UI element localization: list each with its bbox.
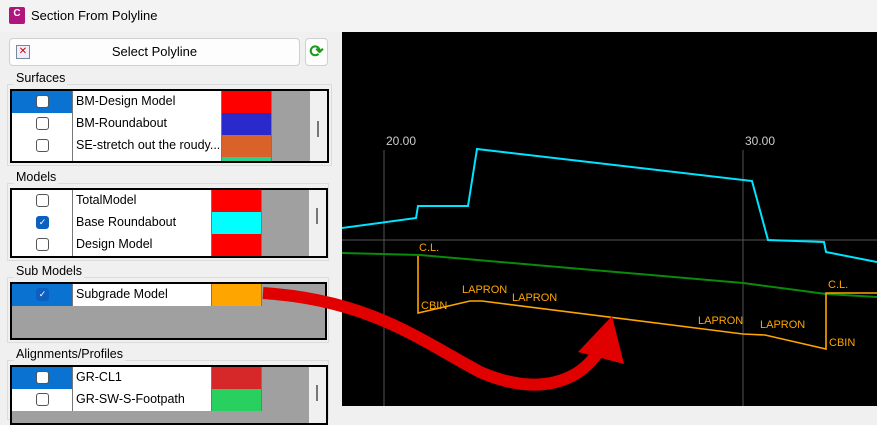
scrollbar[interactable]: [310, 91, 327, 161]
submodels-list[interactable]: ✓ Subgrade Model: [10, 282, 327, 340]
item-name: SE-stretch out the roudy...: [73, 135, 222, 157]
item-name: BM-Design Model: [73, 91, 222, 113]
checkbox-cell[interactable]: [12, 135, 73, 157]
color-swatch[interactable]: [222, 113, 272, 135]
checkbox-cell[interactable]: [12, 367, 73, 389]
polyline-select-icon: ✕: [16, 45, 30, 59]
list-row[interactable]: SE-stretch out the roudy...: [12, 135, 272, 157]
checkbox-cell[interactable]: [12, 113, 73, 135]
checkbox-cell[interactable]: [12, 91, 73, 113]
models-group: [7, 183, 329, 261]
cbin-label: CBIN: [829, 337, 855, 349]
item-name: [73, 157, 222, 161]
list-row[interactable]: BM-Design Model: [12, 91, 272, 113]
checkbox-cell[interactable]: [12, 190, 73, 212]
scrollbar-thumb[interactable]: [317, 121, 319, 137]
lapron-label: LAPRON: [462, 284, 507, 296]
checkbox[interactable]: ✓: [36, 216, 49, 229]
select-polyline-label: Select Polyline: [111, 44, 198, 59]
checkbox[interactable]: [36, 139, 49, 152]
cl-label: C.L.: [828, 279, 848, 291]
models-list[interactable]: TotalModel ✓ Base Roundabout Design Mode…: [10, 188, 328, 258]
color-swatch[interactable]: [212, 234, 262, 256]
color-swatch[interactable]: [212, 212, 262, 234]
list-row[interactable]: GR-SW-S-Footpath: [12, 389, 262, 411]
title-bar: C Section From Polyline: [0, 0, 877, 32]
station-label: 20.00: [386, 134, 416, 148]
submodels-label: Sub Models: [14, 264, 85, 278]
color-swatch[interactable]: [222, 91, 272, 113]
checkbox-cell[interactable]: [12, 234, 73, 256]
checkbox[interactable]: [36, 238, 49, 251]
color-swatch[interactable]: [212, 284, 262, 306]
color-swatch[interactable]: [212, 367, 262, 389]
checkbox[interactable]: [36, 194, 49, 207]
scrollbar-thumb[interactable]: [316, 208, 318, 224]
surfaces-group: [7, 84, 332, 166]
item-name: BM-Roundabout: [73, 113, 222, 135]
lapron-label: LAPRON: [698, 315, 743, 327]
scrollbar[interactable]: [309, 367, 326, 423]
item-name: TotalModel: [73, 190, 212, 212]
item-name: Subgrade Model: [73, 284, 212, 306]
item-name: GR-SW-S-Footpath: [73, 389, 212, 411]
list-row[interactable]: BM-Roundabout: [12, 113, 272, 135]
checkbox[interactable]: [36, 393, 49, 406]
lapron-label: LAPRON: [512, 292, 557, 304]
refresh-button[interactable]: ⟳: [305, 38, 328, 66]
select-polyline-button[interactable]: ✕ Select Polyline: [9, 38, 300, 66]
color-swatch[interactable]: [222, 157, 272, 161]
color-swatch[interactable]: [222, 135, 272, 157]
list-row[interactable]: [12, 157, 272, 163]
list-row[interactable]: TotalModel: [12, 190, 262, 212]
color-swatch[interactable]: [212, 190, 262, 212]
window-title: Section From Polyline: [31, 8, 158, 23]
checkbox[interactable]: [36, 95, 49, 108]
checkbox[interactable]: [36, 161, 49, 163]
subgrade-line: [417, 256, 877, 351]
checkbox-cell[interactable]: [12, 157, 73, 163]
alignments-list[interactable]: GR-CL1 GR-SW-S-Footpath: [10, 365, 328, 425]
app-icon: C: [9, 7, 25, 24]
list-row[interactable]: ✓ Base Roundabout: [12, 212, 262, 234]
checkbox[interactable]: ✓: [36, 288, 49, 301]
checkbox[interactable]: [36, 371, 49, 384]
surface-line: [341, 147, 877, 263]
item-name: GR-CL1: [73, 367, 212, 389]
item-name: Base Roundabout: [73, 212, 212, 234]
cl-label: C.L.: [419, 242, 439, 254]
alignments-label: Alignments/Profiles: [14, 347, 125, 361]
surfaces-label: Surfaces: [14, 71, 68, 85]
color-swatch[interactable]: [212, 389, 262, 411]
checkbox-cell[interactable]: ✓: [12, 212, 73, 234]
lapron-label: LAPRON: [760, 319, 805, 331]
scrollbar[interactable]: [309, 190, 326, 256]
checkbox-cell[interactable]: [12, 389, 73, 411]
refresh-icon: ⟳: [309, 42, 324, 61]
list-row[interactable]: Design Model: [12, 234, 262, 256]
item-name: Design Model: [73, 234, 212, 256]
list-row[interactable]: GR-CL1: [12, 367, 262, 389]
section-view-drawing: 20.00 30.00 C.L. CBIN LAPRON LAPRON C.L.…: [341, 134, 877, 406]
station-label: 30.00: [745, 134, 775, 148]
checkbox[interactable]: [36, 117, 49, 130]
surfaces-list[interactable]: BM-Design Model BM-Roundabout SE-stretch…: [10, 89, 329, 163]
models-label: Models: [14, 170, 59, 184]
ground-line: [341, 252, 877, 298]
list-row[interactable]: ✓ Subgrade Model: [12, 284, 262, 306]
checkbox-cell[interactable]: ✓: [12, 284, 73, 306]
cbin-label: CBIN: [421, 300, 447, 312]
section-view-canvas[interactable]: 20.00 30.00 C.L. CBIN LAPRON LAPRON C.L.…: [341, 32, 877, 406]
scrollbar-thumb[interactable]: [316, 385, 318, 401]
